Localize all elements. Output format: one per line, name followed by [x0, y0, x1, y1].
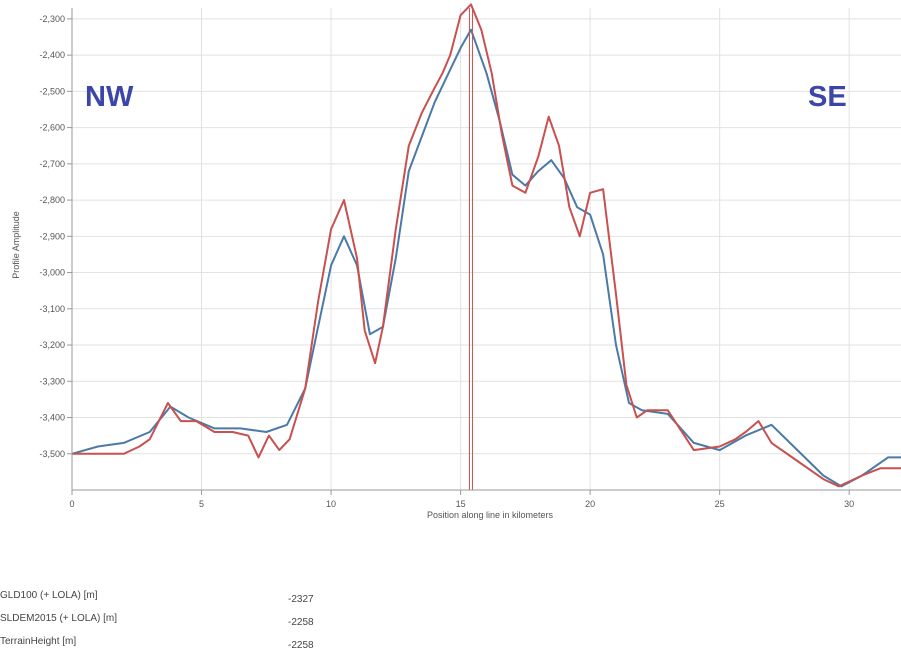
y-tick-label: -2,300	[39, 14, 65, 24]
y-tick-label: -3,100	[39, 304, 65, 314]
series-line	[71, 28, 901, 488]
y-tick-label: -3,500	[39, 449, 65, 459]
y-tick-label: -2,700	[39, 159, 65, 169]
series-line	[72, 3, 901, 488]
annotation-nw: NW	[85, 81, 134, 113]
readout-label: TerrainHeight [m]	[0, 636, 77, 647]
y-tick-label: -2,800	[39, 195, 65, 205]
x-tick-label: 5	[199, 499, 204, 509]
readout-label: GLD100 (+ LOLA) [m]	[0, 590, 98, 601]
y-tick-label: -3,200	[39, 340, 65, 350]
readout-row: GLD100 (+ LOLA) [m] -2327	[0, 590, 400, 613]
readout-label: SLDEM2015 (+ LOLA) [m]	[0, 613, 117, 624]
y-tick-label: -2,900	[39, 231, 65, 241]
y-axis-title: Profile Amplitude	[11, 211, 21, 279]
readout-value: -2258	[288, 617, 314, 628]
x-axis-title: Position along line in kilometers	[427, 510, 554, 520]
annotation-se: SE	[808, 81, 847, 113]
readout-row: TerrainHeight [m] -2258	[0, 636, 400, 659]
readout-row: SLDEM2015 (+ LOLA) [m] -2258	[0, 613, 400, 636]
readout-value: -2327	[288, 594, 314, 605]
axes: -2,300 -2,400 -2,500 -2,600 -2,700 -2,800 -2,9…	[39, 8, 901, 509]
series-lines	[71, 3, 901, 490]
x-tick-label: 0	[69, 499, 74, 509]
x-tick-label: 15	[456, 499, 466, 509]
y-tick-label: -3,300	[39, 376, 65, 386]
y-tick-label: -2,400	[39, 50, 65, 60]
y-tick-label: -3,400	[39, 413, 65, 423]
x-tick-label: 20	[585, 499, 595, 509]
y-tick-label: -2,500	[39, 86, 65, 96]
x-tick-label: 30	[844, 499, 854, 509]
y-tick-label: -3,000	[39, 268, 65, 278]
profile-chart: -2,300 -2,400 -2,500 -2,600 -2,700 -2,800 -2,9…	[11, 3, 901, 520]
x-tick-label: 10	[326, 499, 336, 509]
y-tick-label: -2,600	[39, 123, 65, 133]
readout-value: -2258	[288, 640, 314, 651]
value-readout-panel: GLD100 (+ LOLA) [m] -2327 SLDEM2015 (+ L…	[0, 590, 400, 659]
x-tick-label: 25	[715, 499, 725, 509]
grid	[71, 8, 901, 490]
